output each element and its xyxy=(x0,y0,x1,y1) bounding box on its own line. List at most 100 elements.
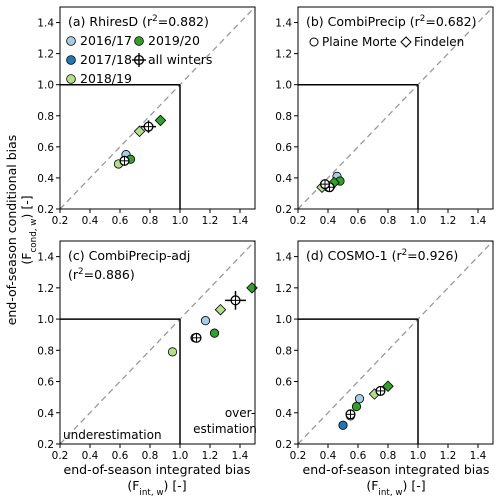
x-tick-label: 1.0 xyxy=(172,450,189,462)
y-tick-label: 0.4 xyxy=(275,173,292,185)
legend-label: all winters xyxy=(148,52,212,67)
y-tick-label: 0.8 xyxy=(275,111,292,123)
x-tick-label: 0.8 xyxy=(380,450,397,462)
panel-a: 0.2 0.4 0.6 0.8 1.0 1.2 1.4 0.2 0.4 0.6 0.8 1.0 1.2 1… xyxy=(37,6,256,227)
y-tick-label: 1.2 xyxy=(37,283,54,295)
legend-label: 2019/20 xyxy=(148,33,200,48)
data-point-diamond xyxy=(246,282,258,294)
axes-frame xyxy=(59,6,256,210)
y-tick-label: 1.0 xyxy=(275,80,292,92)
legend-label-site: Findelen xyxy=(414,35,464,49)
x-tick-label: 0.8 xyxy=(380,215,397,227)
legend-marker xyxy=(134,36,144,46)
legend-marker-circle xyxy=(309,37,319,47)
x-tick-label: 0.8 xyxy=(142,450,159,462)
y-tick-label: 1.4 xyxy=(275,252,292,264)
panel-title: (b) CombiPrecip (r2=0.682) xyxy=(306,14,476,29)
x-tick-label: 1.4 xyxy=(470,450,487,462)
x-tick-label: 1.2 xyxy=(440,215,457,227)
x-tick-label: 1.4 xyxy=(232,215,249,227)
x-tick-label: 0.6 xyxy=(112,215,129,227)
x-tick-label: 0.2 xyxy=(290,450,307,462)
x-tick-label: 1.2 xyxy=(440,450,457,462)
x-tick-label: 0.6 xyxy=(350,215,367,227)
one-to-one-line xyxy=(297,6,494,210)
x-axis-title-right: end-of-season integrated bias xyxy=(303,462,490,477)
x-tick-label: 1.0 xyxy=(410,215,427,227)
y-axis-title-group: end-of-season conditional bias (Fcond, w)… xyxy=(4,135,39,326)
axes-frame xyxy=(297,6,494,210)
y-tick-label: 0.6 xyxy=(37,377,54,389)
legend-label: 2018/19 xyxy=(80,71,132,86)
y-tick-label: 0.2 xyxy=(37,439,54,451)
one-to-one-line xyxy=(59,240,256,445)
legend-marker xyxy=(66,74,76,84)
axes-frame xyxy=(59,240,256,445)
y-tick-label: 0.6 xyxy=(275,142,292,154)
data-point-diamond xyxy=(214,303,227,316)
x-axis-title-left: end-of-season integrated bias xyxy=(64,462,251,477)
y-tick-label: 1.2 xyxy=(275,49,292,61)
annotation-overestimation: over- xyxy=(225,406,255,420)
data-point-diamond xyxy=(382,380,394,392)
x-tick-label: 1.2 xyxy=(202,215,219,227)
y-tick-label: 0.8 xyxy=(37,111,54,123)
x-tick-label: 0.4 xyxy=(82,450,99,462)
data-point-circle xyxy=(167,347,178,357)
x-tick-label: 1.0 xyxy=(172,215,189,227)
panel-title: (c) CombiPrecip-adj xyxy=(68,248,190,263)
y-tick-label: 0.2 xyxy=(37,204,54,216)
legend-label: 2017/18 xyxy=(80,52,132,67)
data-point-diamond xyxy=(133,125,146,138)
x-axis-title-group: end-of-season integrated bias(Fint, w) [… xyxy=(64,462,490,497)
x-tick-label: 0.2 xyxy=(52,215,69,227)
axes-frame xyxy=(297,240,494,445)
one-to-one-line xyxy=(297,240,494,445)
x-tick-label: 0.6 xyxy=(350,450,367,462)
x-tick-label: 1.4 xyxy=(232,450,249,462)
x-tick-label: 0.4 xyxy=(82,215,99,227)
x-axis-title-left-symbol: (Fint, w) [-] xyxy=(127,478,186,497)
y-tick-label: 1.0 xyxy=(37,314,54,326)
y-axis-title: end-of-season conditional bias xyxy=(4,135,19,326)
y-tick-label: 0.6 xyxy=(275,377,292,389)
y-tick-label: 0.2 xyxy=(275,439,292,451)
data-point-circle xyxy=(354,394,365,404)
data-point-circle xyxy=(209,328,220,338)
data-point-circle xyxy=(338,420,348,430)
annotation-overestimation: estimation xyxy=(193,422,257,436)
x-tick-label: 0.4 xyxy=(320,215,337,227)
panel-b: 0.2 0.4 0.6 0.8 1.0 1.2 1.4 0.2 0.4 0.6 0.8 1.0 1.2 1… xyxy=(275,6,494,227)
one-to-one-line xyxy=(59,6,256,210)
data-point-circle xyxy=(351,401,362,412)
annotation-underestimation: underestimation xyxy=(63,428,162,442)
x-tick-label: 0.8 xyxy=(142,215,159,227)
legend-label: 2016/17 xyxy=(80,33,132,48)
y-tick-label: 0.8 xyxy=(37,345,54,357)
x-tick-label: 0.2 xyxy=(52,450,69,462)
legend-winters: 2016/17 2019/20 2017/18 all winters 2018/19 xyxy=(66,33,212,86)
y-tick-label: 0.6 xyxy=(37,142,54,154)
panel-title: (d) COSMO-1 (r2=0.926) xyxy=(306,248,458,263)
legend-marker-diamond xyxy=(400,36,412,48)
data-point-diamond xyxy=(154,114,167,127)
y-axis-title-symbol: (Fcond, w) [-] xyxy=(19,195,39,264)
y-tick-label: 1.4 xyxy=(37,252,54,264)
legend-marker xyxy=(66,55,76,65)
panel-c: 0.2 0.4 0.6 0.8 1.0 1.2 1.4 0.2 0.4 0.6 0.8 1.0 1.2 1… xyxy=(37,240,258,462)
y-tick-label: 0.4 xyxy=(37,173,54,185)
y-tick-label: 1.4 xyxy=(37,18,54,30)
y-tick-label: 1.0 xyxy=(37,80,54,92)
y-tick-label: 1.2 xyxy=(37,49,54,61)
y-tick-label: 0.4 xyxy=(275,408,292,420)
legend-marker xyxy=(66,36,76,46)
legend-sites: Plaine Morte Findelen xyxy=(309,35,464,49)
y-tick-label: 0.8 xyxy=(275,345,292,357)
x-tick-label: 1.2 xyxy=(202,450,219,462)
panel-title-line2: (r2=0.886) xyxy=(68,267,135,282)
y-tick-label: 1.2 xyxy=(275,283,292,295)
x-axis-title-right-symbol: (Fint, w) [-] xyxy=(366,478,425,497)
panel-title: (a) RhiresD (r2=0.882) xyxy=(68,14,209,29)
x-tick-label: 0.2 xyxy=(290,215,307,227)
y-tick-label: 1.4 xyxy=(275,18,292,30)
